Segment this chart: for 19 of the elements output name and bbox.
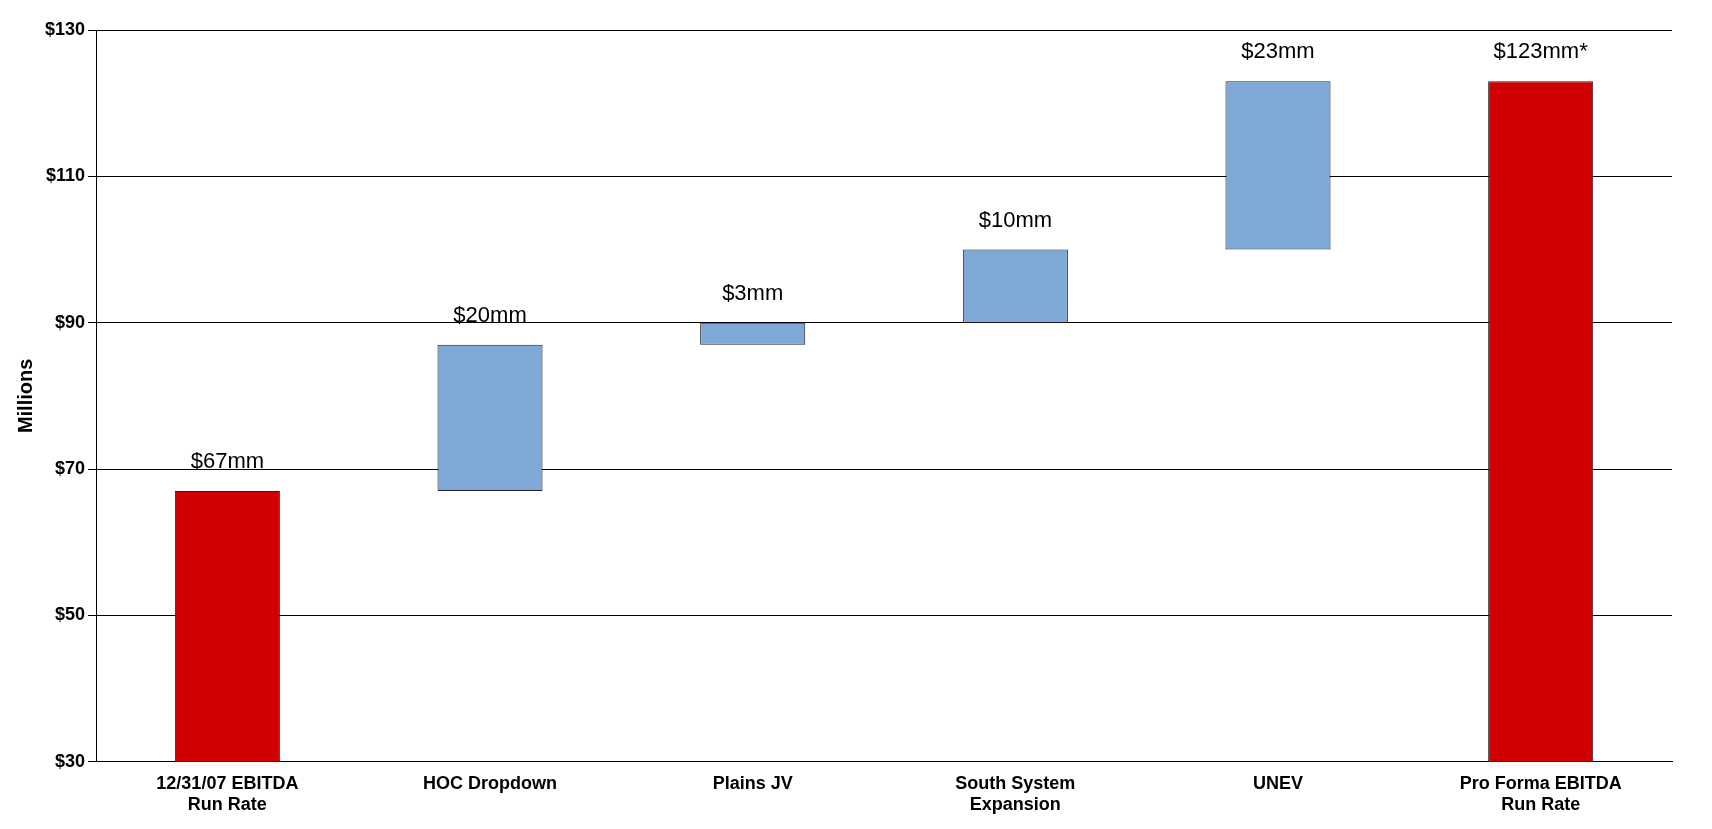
y-tick-label: $110 [45, 165, 86, 186]
x-tick-label: UNEV [1253, 772, 1304, 793]
y-tick-label: $90 [55, 311, 86, 332]
y-tick-label: $50 [55, 604, 86, 625]
data-label: $67mm [190, 448, 265, 474]
x-tick-label: 12/31/07 EBITDA Run Rate [156, 772, 299, 815]
x-tick-label: Plains JV [712, 772, 793, 793]
x-tick-label: HOC Dropdown [423, 772, 558, 793]
data-label: $123mm* [1493, 38, 1589, 64]
x-tick-label: Pro Forma EBITDA Run Rate [1459, 772, 1622, 815]
y-axis-title: Millions [13, 358, 36, 434]
x-tick-label: South System Expansion [955, 772, 1076, 815]
y-tick-label: $30 [55, 750, 86, 771]
y-tick-label: $130 [45, 18, 86, 39]
data-label: $10mm [978, 206, 1053, 232]
data-label: $3mm [722, 279, 784, 305]
y-tick-label: $70 [55, 458, 86, 479]
data-label: $20mm [453, 301, 527, 327]
data-label: $23mm [1241, 38, 1315, 64]
